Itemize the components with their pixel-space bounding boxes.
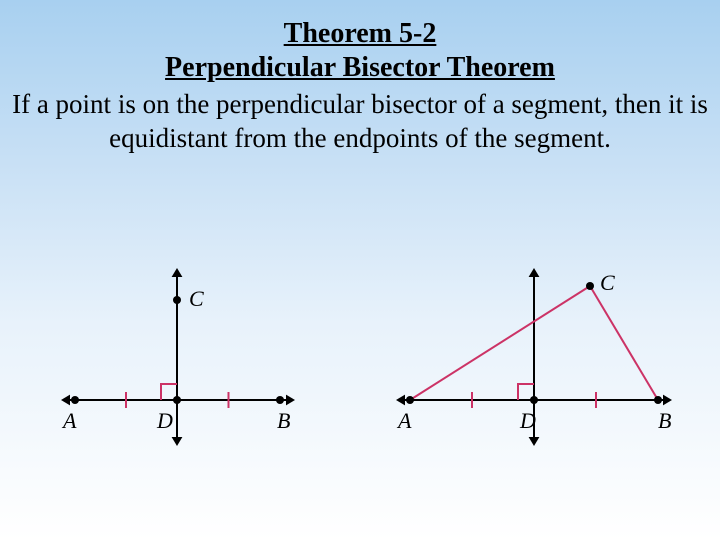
svg-text:D: D — [519, 408, 536, 433]
svg-text:B: B — [277, 408, 290, 433]
theorem-name: Perpendicular Bisector Theorem — [0, 52, 720, 84]
diagrams-container: A B D C A B D C — [0, 260, 720, 520]
svg-text:D: D — [156, 408, 173, 433]
svg-text:C: C — [189, 286, 204, 311]
theorem-number: Theorem 5-2 — [0, 18, 720, 50]
svg-text:A: A — [61, 408, 77, 433]
diagram-left: A B D C — [55, 260, 305, 465]
svg-text:B: B — [658, 408, 671, 433]
diagram-left-svg: A B D C — [55, 260, 305, 460]
svg-text:C: C — [600, 270, 615, 295]
diagram-right-svg: A B D C — [390, 260, 680, 460]
diagram-right: A B D C — [390, 260, 680, 465]
svg-text:A: A — [396, 408, 412, 433]
theorem-body: If a point is on the perpendicular bisec… — [0, 88, 720, 156]
title-block: Theorem 5-2 Perpendicular Bisector Theor… — [0, 0, 720, 156]
